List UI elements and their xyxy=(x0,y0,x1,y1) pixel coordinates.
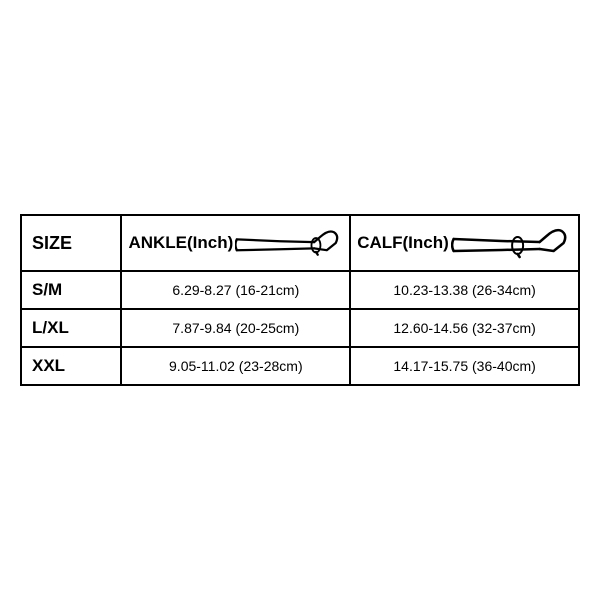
size-cell: XXL xyxy=(21,347,121,385)
table-row: L/XL 7.87-9.84 (20-25cm) 12.60-14.56 (32… xyxy=(21,309,579,347)
calf-cell: 14.17-15.75 (36-40cm) xyxy=(350,347,579,385)
calf-cell: 10.23-13.38 (26-34cm) xyxy=(350,271,579,309)
size-cell: S/M xyxy=(21,271,121,309)
header-ankle: ANKLE(Inch) xyxy=(121,215,350,271)
ankle-cell: 9.05-11.02 (23-28cm) xyxy=(121,347,350,385)
ankle-cell: 6.29-8.27 (16-21cm) xyxy=(121,271,350,309)
size-cell: L/XL xyxy=(21,309,121,347)
header-calf-label: CALF(Inch) xyxy=(357,233,449,253)
header-ankle-label: ANKLE(Inch) xyxy=(128,233,233,253)
calf-cell: 12.60-14.56 (32-37cm) xyxy=(350,309,579,347)
table-row: XXL 9.05-11.02 (23-28cm) 14.17-15.75 (36… xyxy=(21,347,579,385)
header-row: SIZE ANKLE(Inch) xyxy=(21,215,579,271)
ankle-leg-icon xyxy=(235,223,343,263)
table-row: S/M 6.29-8.27 (16-21cm) 10.23-13.38 (26-… xyxy=(21,271,579,309)
header-size-label: SIZE xyxy=(32,233,72,253)
header-calf: CALF(Inch) xyxy=(350,215,579,271)
header-size: SIZE xyxy=(21,215,121,271)
size-chart: SIZE ANKLE(Inch) xyxy=(20,214,580,386)
ankle-cell: 7.87-9.84 (20-25cm) xyxy=(121,309,350,347)
size-table: SIZE ANKLE(Inch) xyxy=(20,214,580,386)
calf-leg-icon xyxy=(451,223,572,263)
